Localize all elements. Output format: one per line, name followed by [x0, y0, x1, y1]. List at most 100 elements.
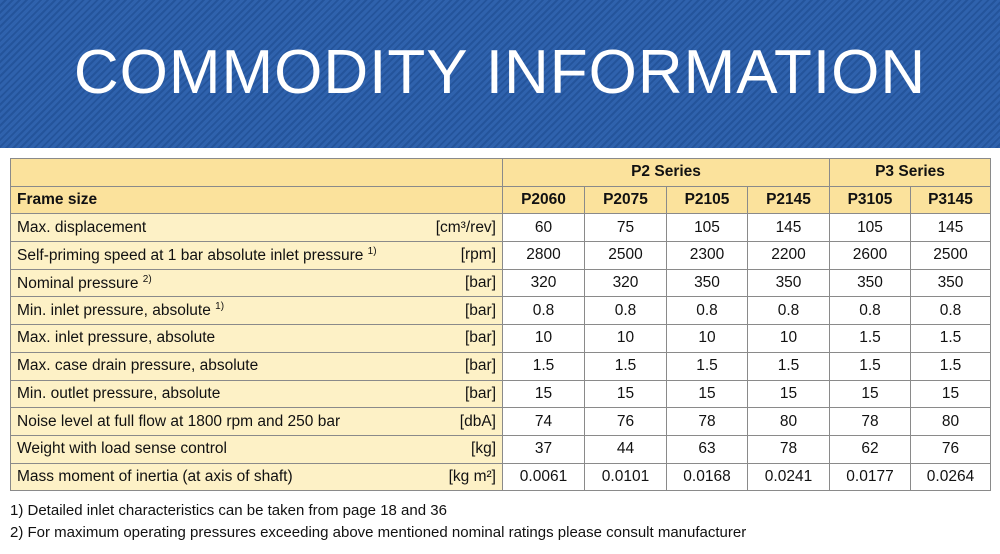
unit: [bar]: [417, 351, 503, 381]
data-row: Max. inlet pressure, absolute [bar] 10 10 10…: [10, 324, 991, 353]
header-row: P2 Series P3 Series: [10, 158, 991, 187]
model-header: P2105: [666, 185, 748, 215]
value: 350: [666, 268, 748, 298]
param-cell: Nominal pressure 2): [10, 268, 418, 298]
data-row: Max. displacement [cm³/rev] 60 75 105 145 105 1…: [10, 213, 991, 243]
value: 75: [584, 213, 667, 243]
unit: [kg m²]: [417, 462, 503, 492]
param-label: Weight with load sense control: [17, 440, 227, 458]
unit: [kg]: [417, 434, 503, 464]
param-cell: Weight with load sense control: [10, 434, 418, 464]
value: 15: [666, 379, 748, 409]
footnote-ref: 2): [142, 273, 152, 285]
param-label: Max. displacement: [17, 218, 147, 236]
value: 105: [829, 213, 911, 243]
value: 1.5: [910, 351, 991, 381]
param-cell: Max. displacement: [10, 213, 418, 243]
empty-cell: [10, 158, 503, 187]
value: 0.8: [502, 296, 585, 326]
value: 0.8: [829, 296, 911, 326]
data-row: Weight with load sense control [kg] 37 44 63…: [10, 434, 991, 464]
data-row: Nominal pressure 2) [bar] 320 320 350 350 350 3…: [10, 268, 991, 298]
value: 145: [747, 213, 830, 243]
param-cell: Min. inlet pressure, absolute 1): [10, 296, 418, 326]
param-label: Max. inlet pressure, absolute: [17, 329, 216, 347]
footnote: 2) For maximum operating pressures excee…: [10, 524, 747, 541]
value: 0.0168: [666, 462, 748, 492]
param-label: Nominal pressure: [17, 274, 139, 292]
footnote-ref: 1): [367, 245, 377, 257]
value: 1.5: [829, 351, 911, 381]
value: 0.0061: [502, 462, 585, 492]
footnote-ref: 1): [215, 301, 225, 313]
value: 0.8: [910, 296, 991, 326]
value: 2500: [910, 241, 991, 270]
param-cell: Noise level at full flow at 1800 rpm and…: [10, 407, 418, 436]
value: 60: [502, 213, 585, 243]
value: 37: [502, 434, 585, 464]
value: 0.8: [666, 296, 748, 326]
value: 320: [502, 268, 585, 298]
table-body: P2 Series P3 Series Frame size P2060 P2075 P2…: [10, 158, 991, 492]
value: 1.5: [829, 324, 911, 353]
value: 1.5: [747, 351, 830, 381]
value: 0.0177: [829, 462, 911, 492]
value: 2300: [666, 241, 748, 270]
param-cell: Mass moment of inertia (at axis of shaft…: [10, 462, 418, 492]
value: 78: [666, 407, 748, 436]
unit: [dbA]: [417, 407, 503, 436]
value: 2200: [747, 241, 830, 270]
value: 15: [829, 379, 911, 409]
group-header: P2 Series: [502, 158, 830, 187]
value: 15: [502, 379, 585, 409]
param-label: Mass moment of inertia (at axis of shaft…: [17, 467, 293, 485]
param-cell: Max. case drain pressure, absolute: [10, 351, 418, 381]
frame-label: Frame size: [10, 185, 503, 215]
group-header: P3 Series: [829, 158, 991, 187]
value: 62: [829, 434, 911, 464]
data-row: Min. outlet pressure, absolute [bar] 15 15 1…: [10, 379, 991, 409]
value: 0.8: [747, 296, 830, 326]
value: 1.5: [910, 324, 991, 353]
model-header: P3105: [829, 185, 911, 215]
value: 2800: [502, 241, 585, 270]
model-header: P2060: [502, 185, 585, 215]
model-header: P2145: [747, 185, 830, 215]
param-cell: Max. inlet pressure, absolute: [10, 324, 418, 353]
header-row: Frame size P2060 P2075 P2105 P2145 P3105 P3145: [10, 185, 991, 215]
value: 105: [666, 213, 748, 243]
param-cell: Self-priming speed at 1 bar absolute inl…: [10, 241, 418, 270]
unit: [bar]: [417, 324, 503, 353]
value: 1.5: [584, 351, 667, 381]
value: 10: [502, 324, 585, 353]
value: 80: [747, 407, 830, 436]
param-label: Self-priming speed at 1 bar absolute inl…: [17, 246, 364, 264]
value: 10: [666, 324, 748, 353]
value: 1.5: [502, 351, 585, 381]
value: 1.5: [666, 351, 748, 381]
data-row: Min. inlet pressure, absolute 1) [bar] 0.8…: [10, 296, 991, 326]
param-cell: Min. outlet pressure, absolute: [10, 379, 418, 409]
value: 350: [910, 268, 991, 298]
data-row: Noise level at full flow at 1800 rpm and…: [10, 407, 991, 436]
value: 0.0101: [584, 462, 667, 492]
value: 15: [584, 379, 667, 409]
param-label: Min. inlet pressure, absolute: [17, 302, 211, 320]
param-label: Min. outlet pressure, absolute: [17, 384, 221, 402]
value: 320: [584, 268, 667, 298]
footnote: 1) Detailed inlet characteristics can be…: [10, 502, 447, 519]
value: 2600: [829, 241, 911, 270]
model-header: P2075: [584, 185, 667, 215]
value: 10: [747, 324, 830, 353]
value: 0.0264: [910, 462, 991, 492]
data-row: Self-priming speed at 1 bar absolute inl…: [10, 241, 991, 270]
data-row: Mass moment of inertia (at axis of shaft…: [10, 462, 991, 492]
param-label: Max. case drain pressure, absolute: [17, 357, 259, 375]
value: 15: [747, 379, 830, 409]
param-label: Noise level at full flow at 1800 rpm and…: [17, 412, 341, 430]
unit: [cm³/rev]: [417, 213, 503, 243]
value: 74: [502, 407, 585, 436]
unit: [bar]: [417, 379, 503, 409]
value: 78: [747, 434, 830, 464]
value: 15: [910, 379, 991, 409]
